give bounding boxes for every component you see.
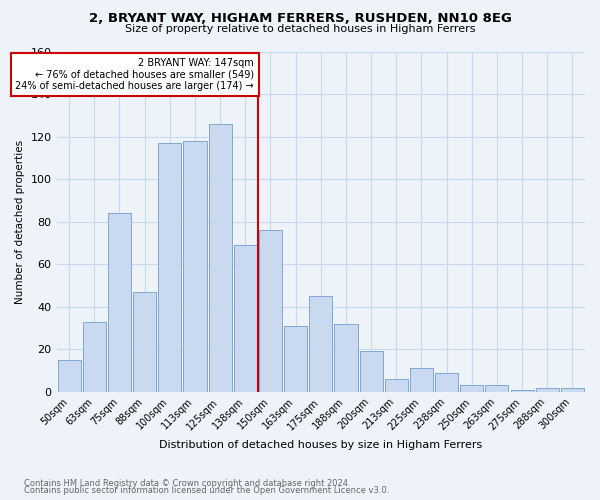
Bar — [536, 388, 559, 392]
Bar — [184, 141, 206, 392]
Bar — [58, 360, 80, 392]
X-axis label: Distribution of detached houses by size in Higham Ferrers: Distribution of detached houses by size … — [159, 440, 482, 450]
Text: Contains public sector information licensed under the Open Government Licence v3: Contains public sector information licen… — [24, 486, 389, 495]
Bar — [511, 390, 533, 392]
Bar — [485, 386, 508, 392]
Bar — [561, 388, 584, 392]
Bar — [460, 386, 484, 392]
Bar — [158, 143, 181, 392]
Y-axis label: Number of detached properties: Number of detached properties — [15, 140, 25, 304]
Text: 2, BRYANT WAY, HIGHAM FERRERS, RUSHDEN, NN10 8EG: 2, BRYANT WAY, HIGHAM FERRERS, RUSHDEN, … — [89, 12, 511, 26]
Bar — [410, 368, 433, 392]
Bar — [309, 296, 332, 392]
Text: Contains HM Land Registry data © Crown copyright and database right 2024.: Contains HM Land Registry data © Crown c… — [24, 478, 350, 488]
Bar — [234, 245, 257, 392]
Text: Size of property relative to detached houses in Higham Ferrers: Size of property relative to detached ho… — [125, 24, 475, 34]
Bar — [209, 124, 232, 392]
Bar — [259, 230, 282, 392]
Bar — [133, 292, 156, 392]
Text: 2 BRYANT WAY: 147sqm
← 76% of detached houses are smaller (549)
24% of semi-deta: 2 BRYANT WAY: 147sqm ← 76% of detached h… — [16, 58, 254, 91]
Bar — [435, 372, 458, 392]
Bar — [385, 379, 408, 392]
Bar — [108, 213, 131, 392]
Bar — [359, 352, 383, 392]
Bar — [284, 326, 307, 392]
Bar — [83, 322, 106, 392]
Bar — [334, 324, 358, 392]
